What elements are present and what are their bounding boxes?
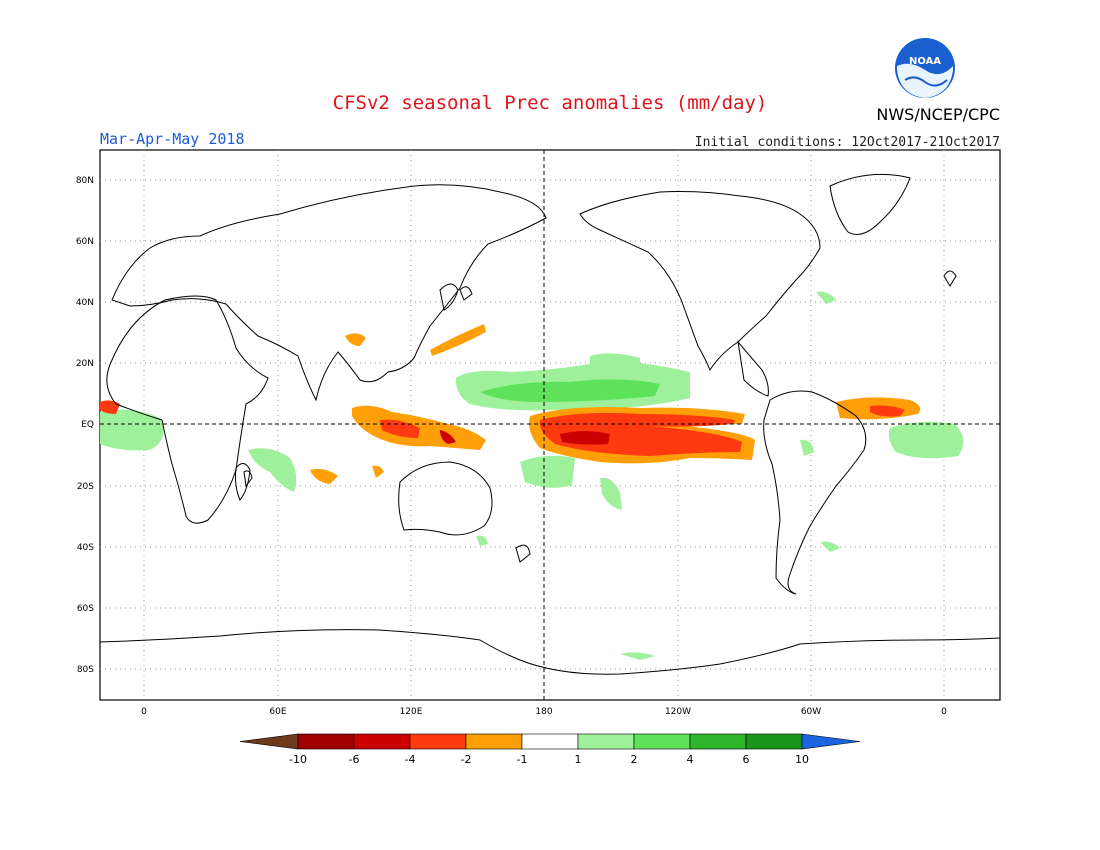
lat-label: 40N [76,298,94,308]
lat-label: 80S [77,665,94,675]
colorbar-label: -4 [405,753,416,766]
colorbar-label: 6 [743,753,750,766]
lat-axis: 80N 60N 40N 20N EQ 20S 40S 60S 80S [76,176,94,675]
colorbar-label: 1 [575,753,582,766]
lon-label: 180 [535,707,552,717]
colorbar-swatch [689,733,747,750]
lat-label: 80N [76,176,94,186]
map-title: CFSv2 seasonal Prec anomalies (mm/day) [333,92,768,114]
colorbar-swatch [745,733,803,750]
map-panel [99,149,1001,701]
colorbar-label: -2 [461,753,472,766]
lon-label: 60W [801,707,821,717]
coastlines [99,173,1001,675]
lat-label: 20S [77,482,94,492]
colorbar-max-arrow [801,733,861,750]
colorbar-label: 4 [687,753,694,766]
colorbar-label: 2 [631,753,638,766]
colorbar-swatch [353,733,411,750]
lon-axis: 0 60E 120E 180 120W 60W 0 [141,707,947,717]
colorbar-label: 10 [795,753,809,766]
colorbar-swatch [577,733,635,750]
colorbar: -10 -6 -4 -2 -1 1 2 4 6 10 [239,733,861,766]
noaa-logo: NOAA [895,38,955,98]
colorbar-swatch [409,733,467,750]
colorbar-swatch [633,733,691,750]
lon-label: 120E [400,707,423,717]
svg-text:NOAA: NOAA [909,56,941,67]
colorbar-swatch [521,733,579,750]
agency-label: NWS/NCEP/CPC [876,105,1000,124]
anomaly-shading [100,291,964,660]
colorbar-label: -1 [517,753,528,766]
lat-label: 60N [76,237,94,247]
lon-label: 120W [665,707,691,717]
lon-label: 0 [941,707,947,717]
lat-label: 20N [76,359,94,369]
lon-label: 60E [269,707,286,717]
lat-label: 40S [77,543,94,553]
lon-label: 0 [141,707,147,717]
colorbar-swatch [297,733,355,750]
colorbar-swatch [465,733,523,750]
colorbar-label: -10 [289,753,307,766]
season-label: Mar-Apr-May 2018 [100,130,245,148]
initial-conditions: Initial conditions: 12Oct2017-21Oct2017 [695,135,1000,150]
lat-label: 60S [77,604,94,614]
colorbar-min-arrow [239,733,299,750]
lat-label: EQ [81,420,94,430]
colorbar-label: -6 [349,753,360,766]
